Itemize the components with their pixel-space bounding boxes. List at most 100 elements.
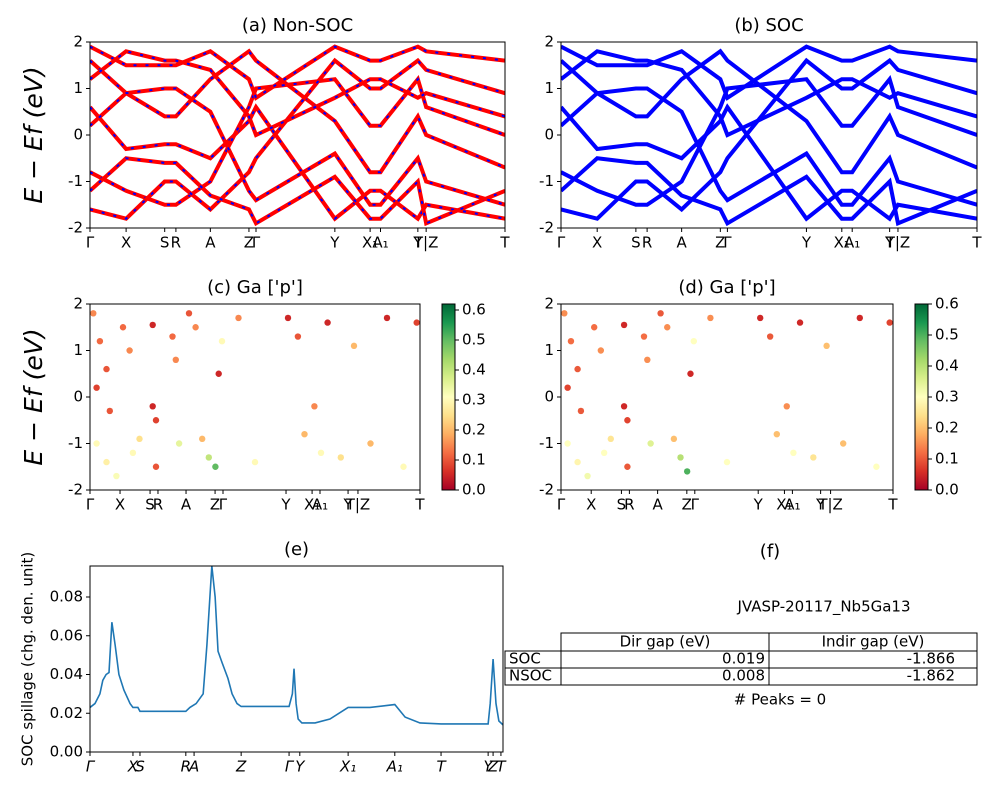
x-tick-label: Y bbox=[884, 234, 895, 252]
y-tick-label: -1 bbox=[539, 434, 554, 452]
x-tick-label: S bbox=[135, 758, 145, 776]
point bbox=[126, 347, 133, 354]
point bbox=[90, 310, 97, 317]
colorbar-tick-label: 0.0 bbox=[462, 481, 486, 499]
x-tick-label: X₁ bbox=[362, 234, 378, 252]
plot-area bbox=[561, 44, 977, 227]
colorbar-tick-label: 0.2 bbox=[935, 419, 959, 437]
point bbox=[119, 324, 127, 331]
x-tick-label: S bbox=[160, 234, 170, 252]
y-axis-label: E − Ef (eV) bbox=[19, 328, 48, 465]
y-tick-label: 0 bbox=[73, 126, 83, 144]
point bbox=[796, 319, 804, 326]
x-tick-label: T|Z bbox=[413, 234, 439, 252]
x-tick-label: A bbox=[205, 234, 216, 252]
y-tick-label: -1 bbox=[539, 172, 554, 190]
x-tick-label: Y bbox=[484, 758, 495, 776]
colorbar-tick-label: 0.2 bbox=[462, 421, 486, 439]
point bbox=[620, 321, 628, 329]
x-tick-label: X bbox=[121, 234, 131, 252]
y-tick-label: 0.08 bbox=[50, 588, 83, 606]
x-tick-label: Z bbox=[244, 234, 254, 252]
panel-title: (d) Ga ['p'] bbox=[678, 277, 775, 298]
x-tick-label: T bbox=[496, 758, 507, 776]
band-line-dash bbox=[90, 77, 505, 206]
y-tick-label: 0 bbox=[544, 126, 554, 144]
point bbox=[597, 347, 605, 354]
x-tick-label: R bbox=[624, 496, 634, 514]
y-tick-label: 0 bbox=[73, 388, 83, 406]
point bbox=[152, 463, 160, 470]
band-line bbox=[561, 86, 977, 207]
x-tick-label: T bbox=[414, 496, 425, 514]
x-tick-label: T|Z bbox=[345, 496, 371, 514]
colorbar-tick-label: 0.5 bbox=[462, 331, 486, 349]
table-cell: 0.008 bbox=[722, 667, 765, 685]
colorbar-tick-label: 0.4 bbox=[462, 361, 486, 379]
plot-area bbox=[90, 566, 503, 726]
x-tick-label: A₁ bbox=[312, 496, 328, 514]
x-tick-label: R bbox=[642, 234, 652, 252]
point bbox=[103, 365, 110, 373]
point bbox=[624, 417, 631, 424]
x-tick-label: S bbox=[617, 496, 627, 514]
x-tick-label: Γ bbox=[723, 234, 732, 252]
x-tick-label: Γ bbox=[86, 496, 95, 514]
y-tick-label: 0 bbox=[544, 388, 554, 406]
colorbar-tick-label: 0.5 bbox=[935, 326, 959, 344]
band-line bbox=[561, 74, 977, 207]
x-tick-label: Z bbox=[235, 758, 247, 776]
colorbar-tick-label: 0.6 bbox=[462, 301, 486, 319]
y-tick-label: -2 bbox=[68, 219, 83, 237]
x-tick-label: A₁ bbox=[844, 234, 860, 252]
axes-frame bbox=[89, 41, 506, 229]
point bbox=[136, 435, 143, 443]
point bbox=[790, 449, 797, 456]
x-tick-label: Y bbox=[753, 496, 764, 514]
band-line bbox=[90, 156, 505, 227]
x-tick-label: A₁ bbox=[386, 758, 403, 776]
y-tick-label: -2 bbox=[539, 219, 554, 237]
x-tick-label: X bbox=[592, 234, 602, 252]
point bbox=[591, 324, 598, 331]
y-tick-label: 2 bbox=[544, 295, 554, 313]
point bbox=[367, 440, 374, 447]
point bbox=[129, 449, 137, 456]
y-axis-label: E − Ef (eV) bbox=[19, 66, 48, 203]
x-tick-label: A bbox=[652, 496, 663, 514]
table-cell: -1.862 bbox=[907, 667, 955, 685]
x-tick-label: X bbox=[127, 758, 139, 776]
plot-area bbox=[561, 310, 893, 480]
point bbox=[413, 319, 420, 326]
point bbox=[690, 338, 697, 345]
point bbox=[251, 458, 259, 466]
point bbox=[383, 314, 391, 322]
x-tick-label: Y bbox=[280, 496, 291, 514]
point bbox=[856, 314, 863, 322]
point bbox=[106, 407, 114, 415]
y-tick-label: 0.04 bbox=[50, 665, 83, 683]
point bbox=[400, 463, 407, 470]
y-tick-label: 1 bbox=[73, 341, 83, 359]
point bbox=[584, 472, 591, 480]
point bbox=[683, 468, 691, 475]
plot-area bbox=[90, 44, 505, 227]
table-cell: 0.019 bbox=[722, 650, 765, 668]
x-tick-label: X₁ bbox=[834, 234, 850, 252]
point bbox=[773, 431, 780, 438]
x-tick-label: X₁ bbox=[339, 758, 356, 776]
x-tick-label: A₁ bbox=[372, 234, 388, 252]
y-tick-label: 0.06 bbox=[50, 626, 83, 644]
point bbox=[664, 324, 671, 331]
point bbox=[205, 454, 212, 461]
y-tick-label: 1 bbox=[73, 79, 83, 97]
table-name: JVASP-20117_Nb5Ga13 bbox=[736, 598, 910, 617]
x-tick-label: Z bbox=[210, 496, 220, 514]
point bbox=[873, 463, 880, 470]
x-tick-label: T bbox=[499, 234, 510, 252]
point bbox=[886, 319, 893, 326]
x-tick-label: Γ bbox=[691, 496, 700, 514]
point bbox=[677, 454, 684, 461]
band-line bbox=[561, 49, 977, 138]
